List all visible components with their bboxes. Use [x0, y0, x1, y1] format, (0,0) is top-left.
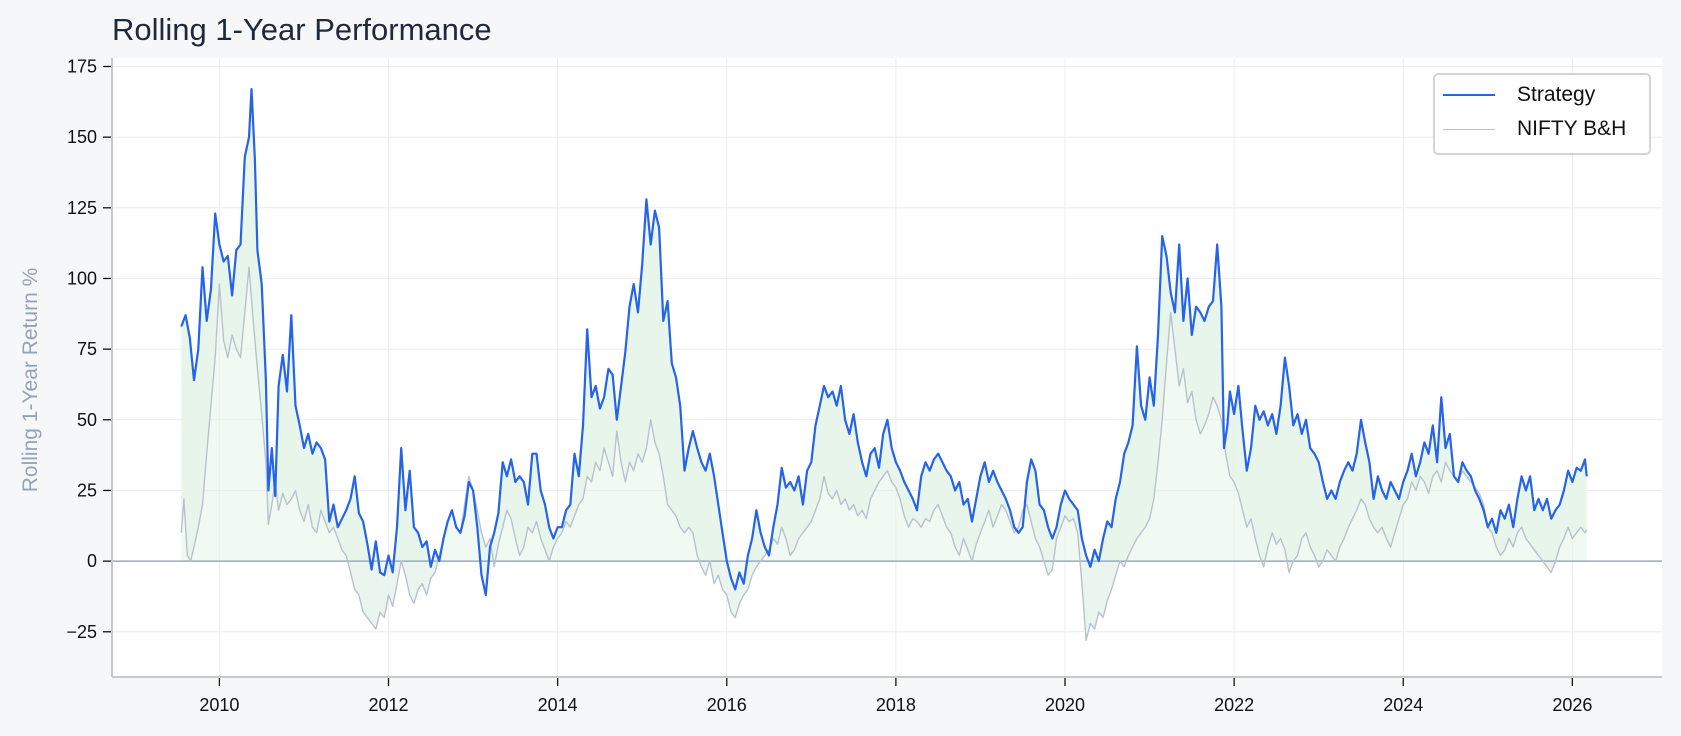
svg-text:175: 175	[67, 56, 97, 76]
svg-text:75: 75	[77, 339, 97, 359]
legend-swatch-strategy	[1443, 94, 1495, 96]
chart-title: Rolling 1-Year Performance	[112, 12, 492, 47]
legend-item-strategy: Strategy	[1443, 83, 1595, 107]
svg-text:2024: 2024	[1383, 695, 1423, 715]
svg-text:2010: 2010	[199, 695, 239, 715]
legend: Strategy NIFTY B&H	[1433, 73, 1651, 155]
svg-text:150: 150	[67, 127, 97, 147]
svg-text:2022: 2022	[1214, 695, 1254, 715]
svg-text:2018: 2018	[876, 695, 916, 715]
svg-text:2026: 2026	[1552, 695, 1592, 715]
svg-text:2014: 2014	[538, 695, 578, 715]
legend-item-nifty: NIFTY B&H	[1443, 117, 1626, 141]
svg-text:125: 125	[67, 198, 97, 218]
legend-label: NIFTY B&H	[1517, 117, 1627, 140]
svg-text:0: 0	[87, 551, 97, 571]
legend-swatch-nifty	[1443, 128, 1495, 130]
svg-text:2012: 2012	[368, 695, 408, 715]
performance-fill	[181, 89, 1587, 641]
svg-text:25: 25	[77, 480, 97, 500]
axes: −25 0 25 50 75 100 125 150 175 2010 2012 2014 2016 20…	[66, 56, 1662, 715]
legend-label: Strategy	[1517, 83, 1596, 106]
svg-text:−25: −25	[66, 622, 97, 642]
plot-area	[112, 58, 1662, 677]
series-nifty-line	[180, 266, 1588, 641]
svg-text:100: 100	[67, 268, 97, 288]
svg-text:2020: 2020	[1045, 695, 1085, 715]
svg-text:50: 50	[77, 410, 97, 430]
series-strategy-line	[180, 88, 1588, 597]
svg-text:2016: 2016	[707, 695, 747, 715]
